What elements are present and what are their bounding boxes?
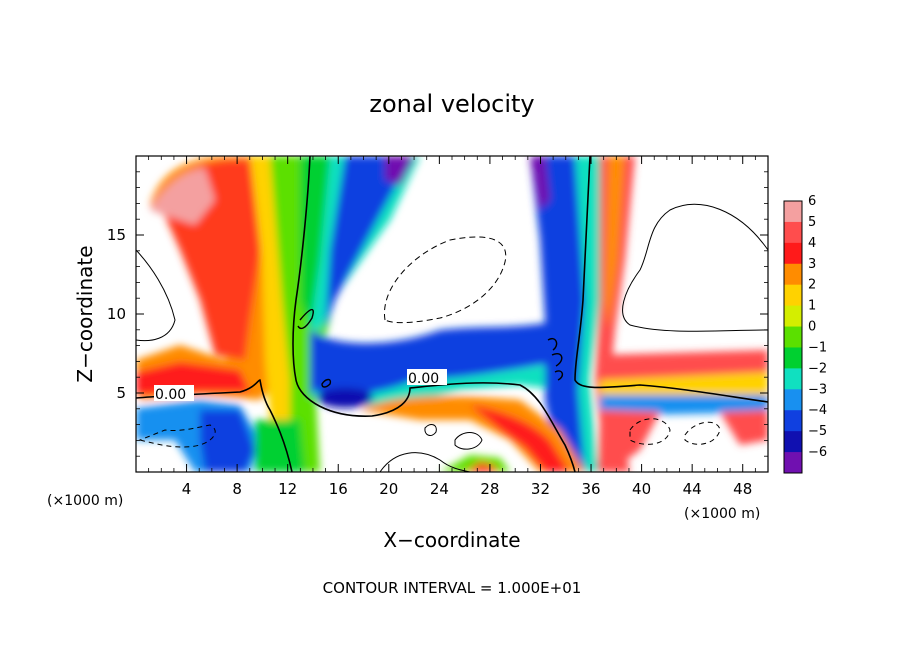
x-axis-unit: (×1000 m) <box>684 506 760 522</box>
x-tick-label: 40 <box>632 480 651 498</box>
small-contour-left <box>321 378 332 388</box>
colorbar-swatch <box>784 326 802 348</box>
colorbar-label: −4 <box>808 403 827 418</box>
colorbar-swatch <box>784 242 802 265</box>
colorbar-label: 1 <box>808 299 816 314</box>
x-tick-label: 20 <box>379 480 398 498</box>
colorbar-label: −5 <box>808 424 827 439</box>
heatmap-field <box>136 156 768 472</box>
kink-contour <box>297 308 314 330</box>
x-tick-label: 28 <box>480 480 499 498</box>
y-tick-label: 10 <box>107 305 126 323</box>
colorbar-label: −1 <box>808 340 827 355</box>
colorbar-label: 5 <box>808 215 816 230</box>
x-tick-label: 16 <box>329 480 348 498</box>
colorbar-label: 6 <box>808 194 816 209</box>
zero-contour-center <box>292 156 576 472</box>
x-tick-label: 24 <box>430 480 449 498</box>
colorbar-swatch <box>784 221 802 244</box>
colorbar-swatch <box>784 284 802 307</box>
colorbar-swatch <box>784 452 802 474</box>
negative-contour-lower-right <box>629 418 671 445</box>
colorbar-label: 4 <box>808 236 816 251</box>
x-tick-label: 48 <box>733 480 752 498</box>
y-tick-label: 5 <box>116 384 126 402</box>
positive-contour-upper-right <box>622 203 768 332</box>
x-tick-label: 44 <box>683 480 702 498</box>
colorbar-label: 2 <box>808 278 816 293</box>
contour-lines <box>136 156 768 472</box>
contour-interval-text: CONTOUR INTERVAL = 1.000E+01 <box>323 579 582 597</box>
zero-contour-loop <box>547 338 564 381</box>
positive-contour-bottom <box>379 452 471 472</box>
x-tick-label: 32 <box>531 480 550 498</box>
positive-contour-small-2 <box>424 424 437 436</box>
colorbar-label: −3 <box>808 382 827 397</box>
colorbar: 6 5 4 3 2 1 0 −1 −2 −3 −4 −5 −6 <box>783 194 827 474</box>
colorbar-label: 3 <box>808 257 816 272</box>
x-axis-title: X−coordinate <box>383 528 520 552</box>
x-tick-label: 8 <box>232 480 242 498</box>
chart-title: zonal velocity <box>369 90 534 118</box>
colorbar-swatch <box>784 431 802 453</box>
negative-contour-lower-left <box>138 424 216 448</box>
colorbar-frame <box>783 200 803 474</box>
zero-contour-label-left: 0.00 <box>155 387 186 403</box>
y-axis-title: Z−coordinate <box>73 245 97 382</box>
x-tick-label: 12 <box>278 480 297 498</box>
positive-contour-left <box>136 249 176 342</box>
colorbar-swatch <box>784 347 802 369</box>
y-axis-unit: (×1000 m) <box>47 493 123 509</box>
zero-contour-label-center: 0.00 <box>408 371 439 387</box>
colorbar-swatch <box>784 263 802 286</box>
y-tick-label: 15 <box>107 226 126 244</box>
colorbar-swatch <box>784 201 802 223</box>
colorbar-label: −2 <box>808 361 827 376</box>
colorbar-swatch <box>784 410 802 432</box>
colorbar-swatch <box>784 389 802 411</box>
zero-contour-right <box>574 156 768 403</box>
negative-contour-center <box>383 236 507 324</box>
colorbar-swatch <box>784 368 802 390</box>
colorbar-label: 0 <box>808 320 816 335</box>
colorbar-swatch <box>784 305 802 328</box>
x-tick-label: 4 <box>182 480 192 498</box>
x-tick-label: 36 <box>581 480 600 498</box>
colorbar-label: −6 <box>808 445 827 460</box>
positive-contour-small <box>454 432 483 450</box>
